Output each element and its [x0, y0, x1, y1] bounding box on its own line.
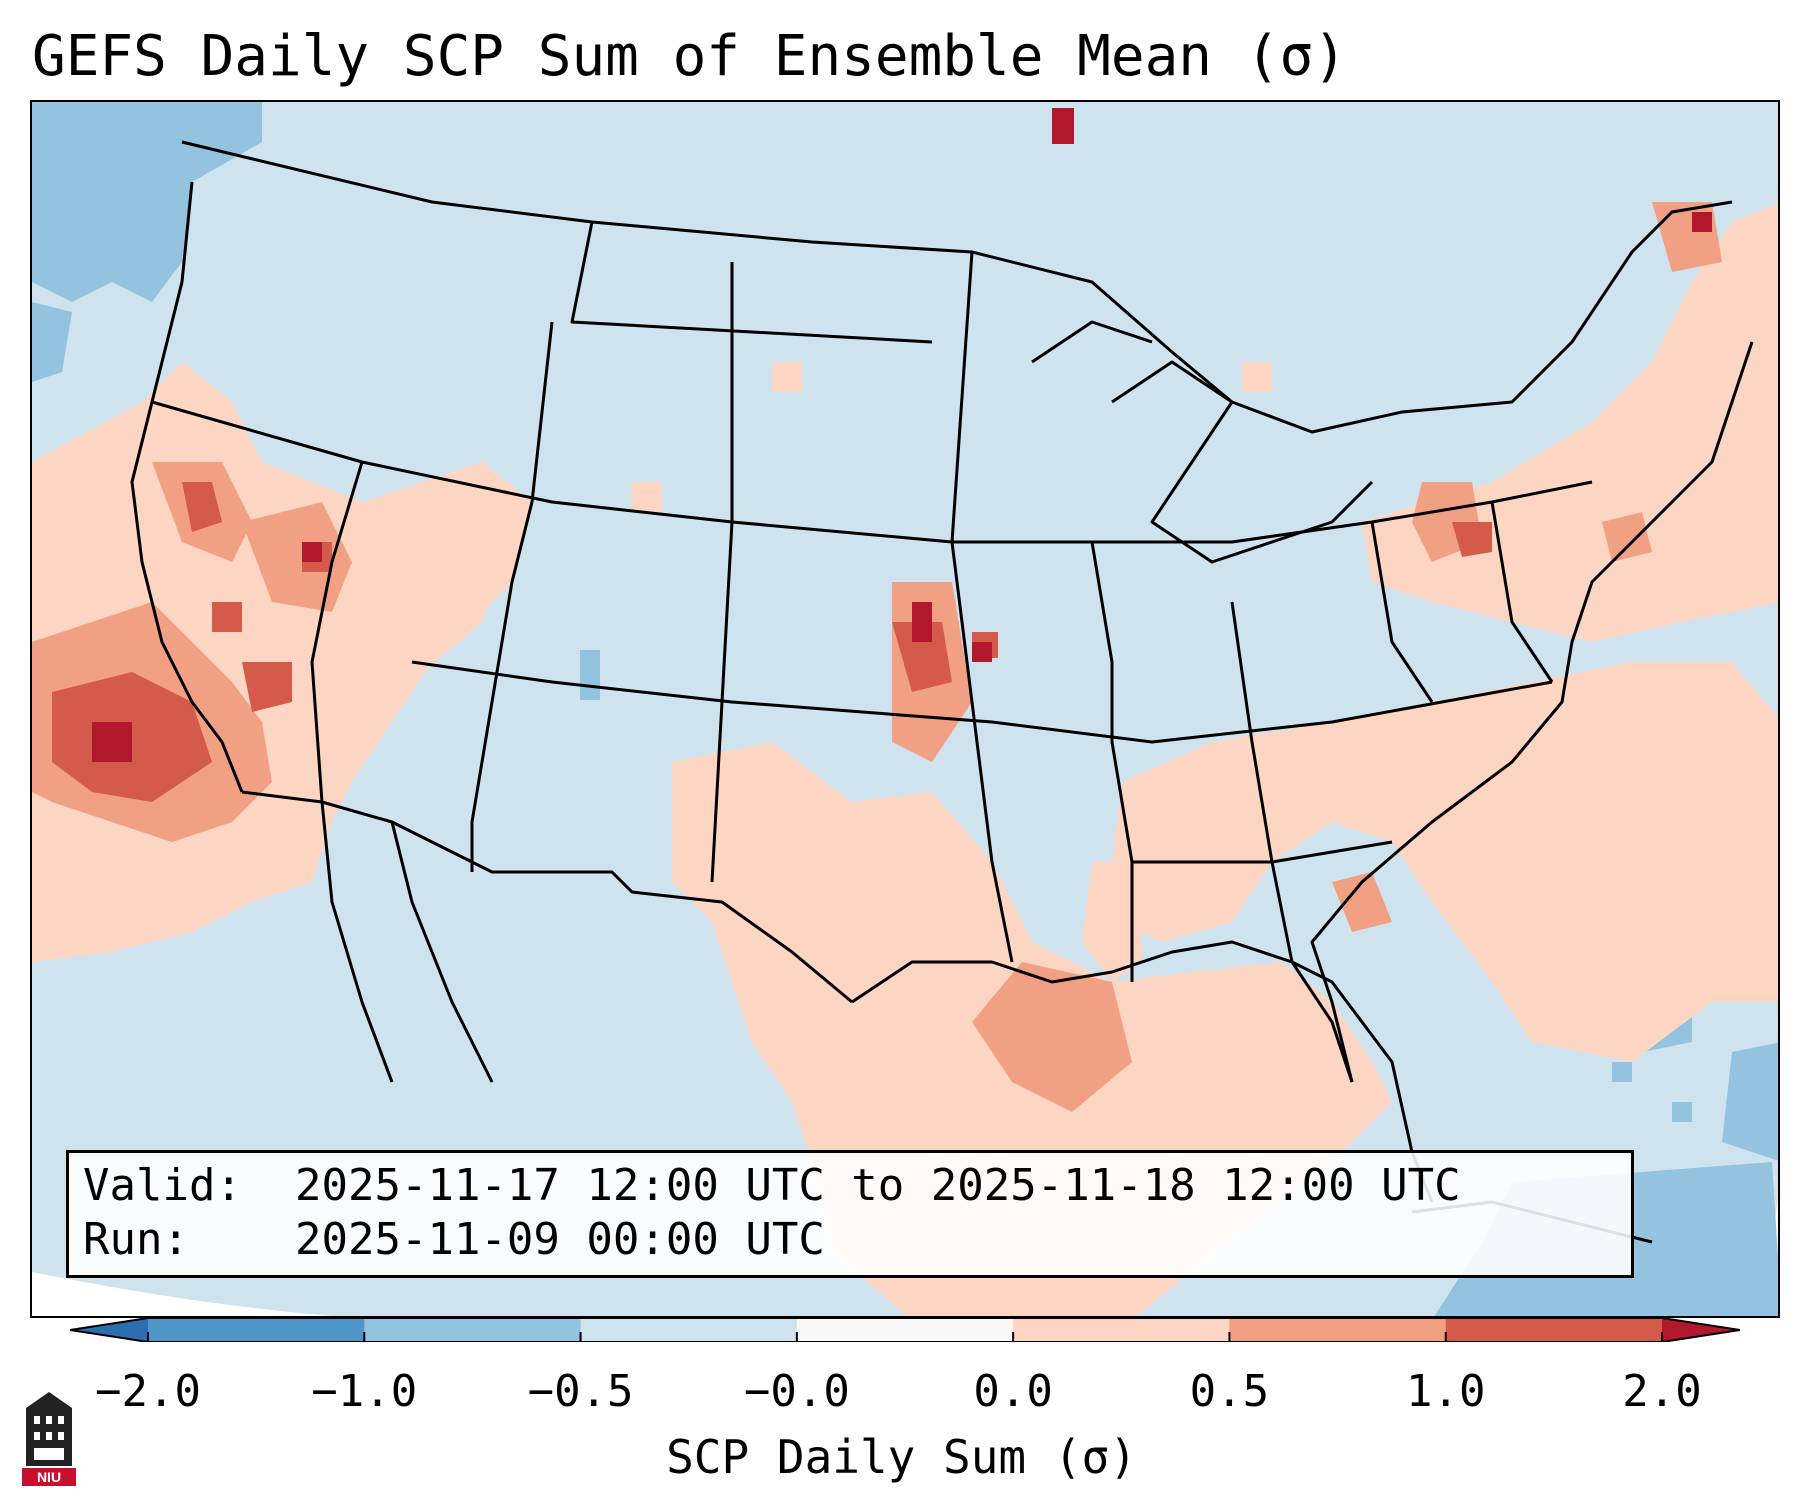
colorbar-segment — [580, 1318, 798, 1342]
colorbar-extend-high — [1662, 1318, 1740, 1342]
colorbar-tick-label: −2.0 — [95, 1366, 201, 1417]
colorbar-segment — [364, 1318, 582, 1342]
colorbar-segment — [148, 1318, 365, 1342]
colorbar-label: SCP Daily Sum (σ) — [666, 1430, 1137, 1484]
colorbar-ticks — [147, 1332, 1663, 1342]
colorbar-segment — [796, 1318, 1014, 1342]
colorbar-tick-label: −1.0 — [311, 1366, 418, 1417]
info-box: Valid: 2025-11-17 12:00 UTC to 2025-11-18… — [66, 1150, 1634, 1278]
chart-title: GEFS Daily SCP Sum of Ensemble Mean (σ) — [32, 24, 1347, 89]
map-panel — [30, 100, 1780, 1318]
colorbar-tick-label: −0.0 — [743, 1366, 850, 1417]
colorbar-extend-low — [70, 1318, 148, 1342]
colorbar-segment — [1445, 1318, 1663, 1342]
colorbar-segment — [1229, 1318, 1447, 1342]
colorbar-segment — [1013, 1318, 1230, 1342]
run-label: Run: — [83, 1214, 189, 1265]
projection-edge — [32, 1272, 333, 1316]
colorbar-tick-label: 0.5 — [1189, 1366, 1270, 1417]
colorbar-segments — [70, 1318, 1740, 1342]
positive-anomaly-max — [92, 108, 1712, 762]
colorbar-tick-label: −0.5 — [527, 1366, 634, 1417]
run-value: 2025-11-09 00:00 UTC — [295, 1214, 825, 1265]
logo-text: NIU — [37, 1469, 61, 1485]
university-tower-icon: NIU — [22, 1392, 76, 1486]
valid-label: Valid: — [83, 1160, 242, 1211]
colorbar — [70, 1318, 1740, 1342]
map-canvas — [32, 102, 1778, 1316]
colorbar-tick-label: 0.0 — [973, 1366, 1053, 1417]
colorbar-tick-label: 1.0 — [1405, 1366, 1486, 1417]
valid-value: 2025-11-17 12:00 UTC to 2025-11-18 12:00… — [295, 1160, 1461, 1211]
colorbar-tick-label: 2.0 — [1622, 1366, 1702, 1417]
